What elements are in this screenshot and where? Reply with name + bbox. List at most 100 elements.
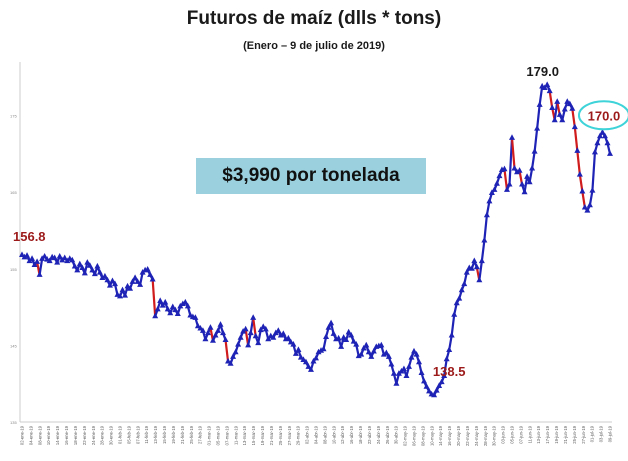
x-tick-label: 24-abr-19: [376, 425, 381, 444]
data-point: [531, 148, 538, 154]
data-point: [358, 350, 365, 357]
x-tick-label: 07-feb-19: [135, 425, 140, 444]
data-point: [111, 280, 118, 287]
x-tick-label: 27-jun-19: [581, 425, 586, 443]
data-point: [486, 197, 493, 204]
series-segment: [576, 149, 581, 176]
data-point: [433, 386, 440, 393]
data-point: [24, 252, 31, 258]
data-point: [122, 292, 129, 298]
data-point: [81, 269, 88, 276]
x-tick-label: 09-jul-19: [608, 425, 613, 442]
data-point: [84, 259, 91, 265]
x-tick-label: 27-mar-19: [287, 425, 292, 445]
x-tick-label: 30-abr-19: [394, 425, 399, 444]
series-segment: [252, 316, 257, 338]
series-segment: [450, 313, 456, 337]
data-point: [604, 139, 611, 146]
x-tick-label: 19-mar-19: [260, 425, 265, 445]
data-point: [546, 87, 553, 94]
x-tick-label: 04-ene-19: [28, 425, 33, 445]
series-segment: [536, 103, 541, 130]
data-point: [305, 363, 312, 369]
x-tick-label: 07-mar-19: [224, 425, 229, 445]
data-point: [576, 170, 583, 177]
data-point: [451, 311, 458, 317]
data-point: [247, 329, 254, 336]
data-point: [215, 327, 221, 333]
y-tick-label: 165: [10, 190, 17, 195]
data-point: [292, 350, 299, 356]
data-point: [481, 236, 488, 243]
price-callout: $3,990 por tonelada: [196, 158, 426, 194]
data-point: [534, 125, 541, 131]
data-point: [338, 343, 345, 349]
data-point: [471, 257, 478, 264]
data-point: [524, 173, 531, 179]
data-point: [561, 105, 568, 112]
data-point: [152, 312, 159, 319]
data-point: [212, 331, 219, 338]
data-point: [579, 187, 586, 194]
x-tick-label: 07-jun-19: [518, 425, 523, 443]
data-point: [370, 347, 377, 354]
data-point: [511, 164, 518, 171]
x-tick-label: 08-may-19: [420, 425, 425, 446]
data-point: [516, 167, 523, 173]
data-point: [350, 337, 357, 344]
data-point: [86, 262, 93, 268]
x-tick-label: 08-abr-19: [322, 425, 327, 444]
data-point: [79, 264, 86, 271]
data-point: [348, 331, 355, 338]
data-point: [393, 380, 400, 386]
data-point: [506, 180, 513, 187]
data-point: [584, 206, 591, 213]
data-point: [368, 353, 375, 359]
data-point: [343, 336, 350, 343]
data-point: [237, 334, 244, 340]
data-point: [421, 377, 428, 384]
x-tick-label: 25-feb-19: [189, 425, 194, 444]
series-segment: [478, 260, 483, 282]
data-point: [483, 211, 490, 218]
x-tick-label: 21-feb-19: [180, 425, 185, 444]
data-point: [556, 111, 563, 117]
data-point: [164, 305, 171, 312]
x-tick-label: 11-feb-19: [144, 425, 149, 443]
data-point: [106, 282, 113, 288]
data-point: [365, 348, 372, 355]
x-tick-label: 22-ene-19: [82, 425, 87, 445]
series-segment: [151, 278, 157, 318]
data-point: [599, 128, 606, 135]
x-tick-label: 20-may-19: [456, 425, 461, 446]
data-point: [493, 180, 500, 186]
data-point: [109, 277, 116, 284]
data-point: [400, 365, 407, 372]
x-tick-label: 08-ene-19: [37, 425, 42, 445]
data-point: [453, 299, 460, 306]
data-point: [227, 360, 234, 366]
data-point: [235, 341, 242, 347]
x-tick-label: 05-feb-19: [126, 425, 131, 444]
data-point: [325, 324, 332, 330]
data-point: [461, 280, 468, 287]
data-point: [438, 378, 445, 385]
data-point: [413, 350, 420, 357]
x-tick-label: 02-may-19: [403, 425, 408, 446]
x-tick-labels: 02-ene-19 04-ene-19 08-ene-19 10-ene-19 14-e…: [20, 425, 613, 446]
x-tick-label: 02-abr-19: [305, 425, 310, 444]
data-point: [403, 372, 410, 379]
data-point: [157, 297, 164, 303]
data-point: [41, 252, 48, 259]
x-tick-label: 16-may-19: [447, 425, 452, 446]
value-annotation: 179.0: [526, 64, 559, 79]
data-point: [280, 330, 287, 336]
data-point: [463, 269, 470, 275]
x-tick-label: 05-mar-19: [216, 425, 221, 445]
data-point: [129, 278, 136, 284]
data-point: [607, 150, 613, 156]
data-point: [54, 259, 61, 265]
data-point: [295, 346, 302, 352]
series-segment: [591, 151, 597, 192]
series-segment: [480, 239, 486, 263]
